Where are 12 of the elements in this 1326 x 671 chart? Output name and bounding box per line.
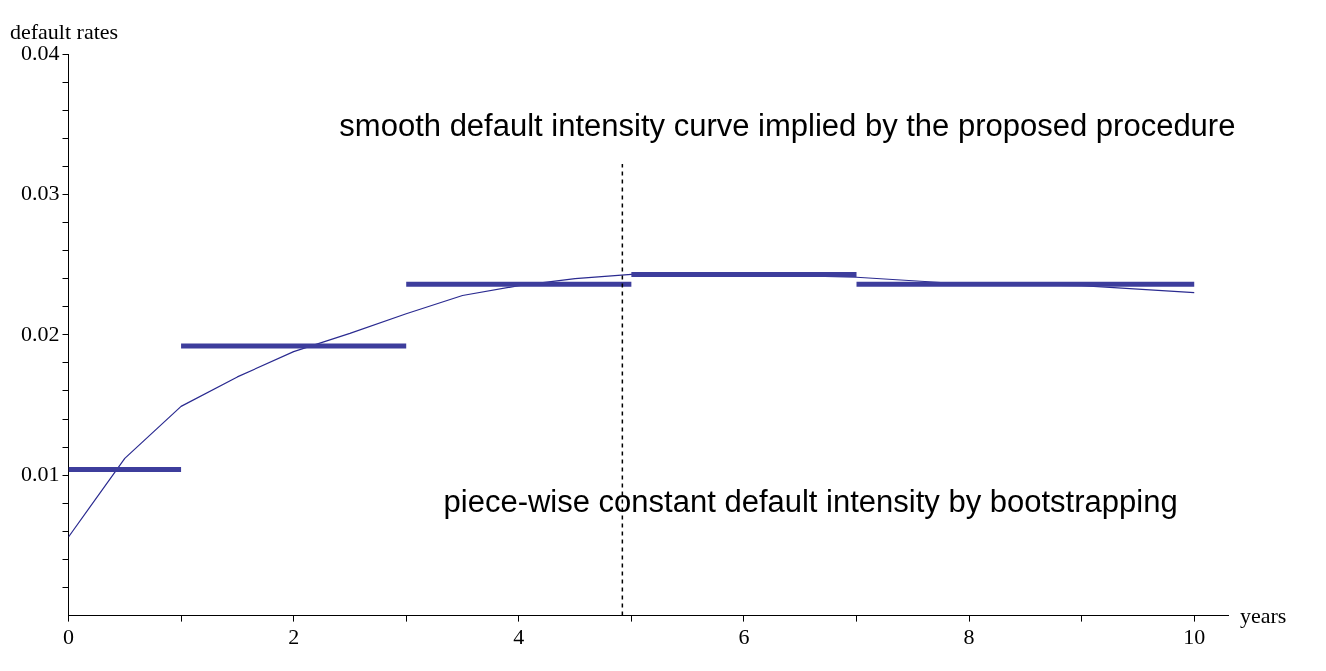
x-tick-label: 8: [963, 623, 975, 649]
x-tick-label: 10: [1183, 623, 1206, 649]
x-tick-label: 6: [738, 623, 750, 649]
y-tick-label: 0.01: [21, 460, 60, 486]
y-tick-label: 0.02: [21, 320, 60, 346]
annotation: piece-wise constant default intensity by bootstrapping: [443, 483, 1178, 519]
y-tick-label: 0.03: [21, 180, 60, 206]
x-tick-label: 0: [63, 623, 74, 649]
x-axis-title: years: [1240, 603, 1287, 629]
annotation: smooth default intensity curve implied by the proposed procedure: [339, 107, 1236, 143]
x-tick-label: 4: [513, 623, 525, 649]
x-tick-label: 2: [288, 623, 300, 649]
